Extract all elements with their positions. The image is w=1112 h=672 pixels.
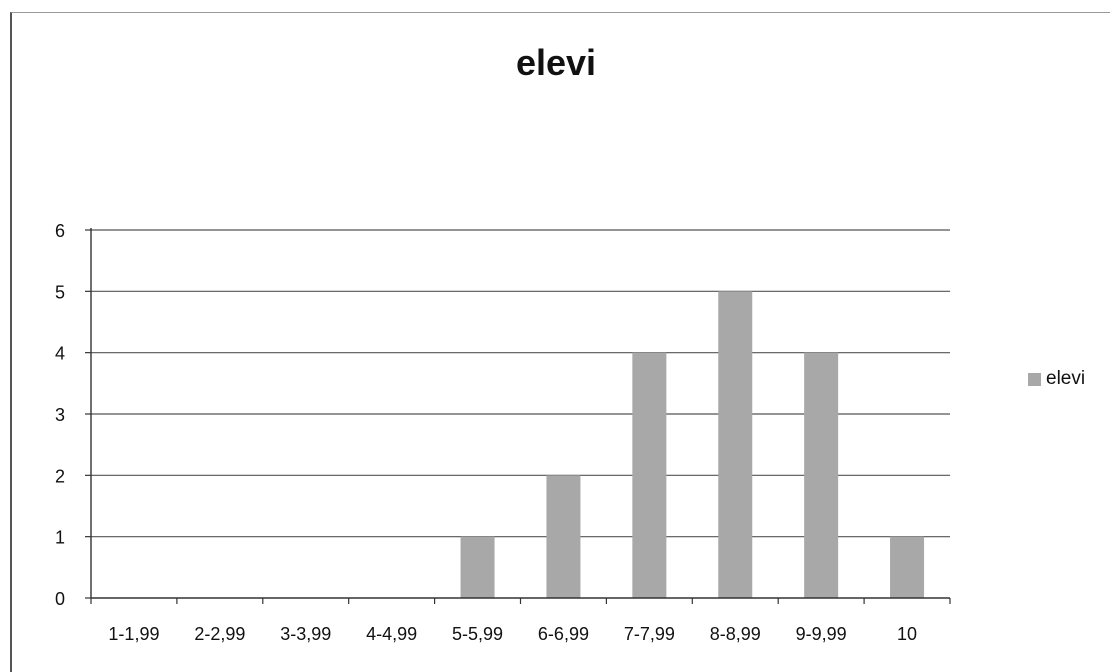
bar-5-5,99 xyxy=(460,536,495,598)
legend-swatch xyxy=(1028,372,1041,386)
y-tick-label: 0 xyxy=(55,589,65,609)
y-tick-label: 6 xyxy=(55,221,65,241)
bar-8-8,99 xyxy=(718,291,753,598)
x-tick-label: 1-1,99 xyxy=(108,624,159,644)
legend-label: elevi xyxy=(1046,368,1086,389)
x-tick-label: 4-4,99 xyxy=(366,624,417,644)
bar-7-7,99 xyxy=(632,352,667,598)
bar-9-9,99 xyxy=(804,352,839,598)
legend: elevi xyxy=(1028,368,1085,390)
x-tick-label: 5-5,99 xyxy=(452,624,503,644)
chart-frame xyxy=(10,12,1110,672)
y-tick-label: 2 xyxy=(55,466,65,486)
y-tick-label: 5 xyxy=(55,282,65,302)
y-tick-label: 1 xyxy=(55,528,65,548)
x-tick-label: 10 xyxy=(897,624,917,644)
x-tick-label: 8-8,99 xyxy=(710,624,761,644)
x-tick-label: 2-2,99 xyxy=(194,624,245,644)
x-tick-label: 6-6,99 xyxy=(538,624,589,644)
y-tick-label: 3 xyxy=(55,405,65,425)
x-tick-label: 9-9,99 xyxy=(796,624,847,644)
bar-6-6,99 xyxy=(546,475,581,598)
chart-title: elevi xyxy=(515,42,597,83)
x-tick-label: 7-7,99 xyxy=(624,624,675,644)
x-tick-label: 3-3,99 xyxy=(280,624,331,644)
y-tick-label: 4 xyxy=(55,344,65,364)
bar-10 xyxy=(890,536,925,598)
